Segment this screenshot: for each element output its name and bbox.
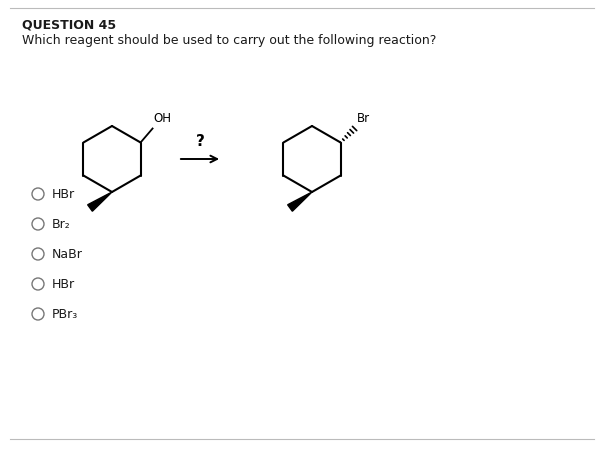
Text: HBr: HBr [52, 277, 75, 291]
Text: Br: Br [356, 113, 370, 126]
Polygon shape [288, 192, 312, 211]
Polygon shape [88, 192, 112, 211]
Text: OH: OH [153, 113, 172, 126]
Text: NaBr: NaBr [52, 247, 83, 260]
Text: PBr₃: PBr₃ [52, 308, 79, 321]
Text: Br₂: Br₂ [52, 217, 71, 230]
Text: QUESTION 45: QUESTION 45 [22, 19, 116, 32]
Text: Which reagent should be used to carry out the following reaction?: Which reagent should be used to carry ou… [22, 34, 436, 47]
Text: HBr: HBr [52, 188, 75, 201]
Text: ?: ? [196, 134, 204, 149]
